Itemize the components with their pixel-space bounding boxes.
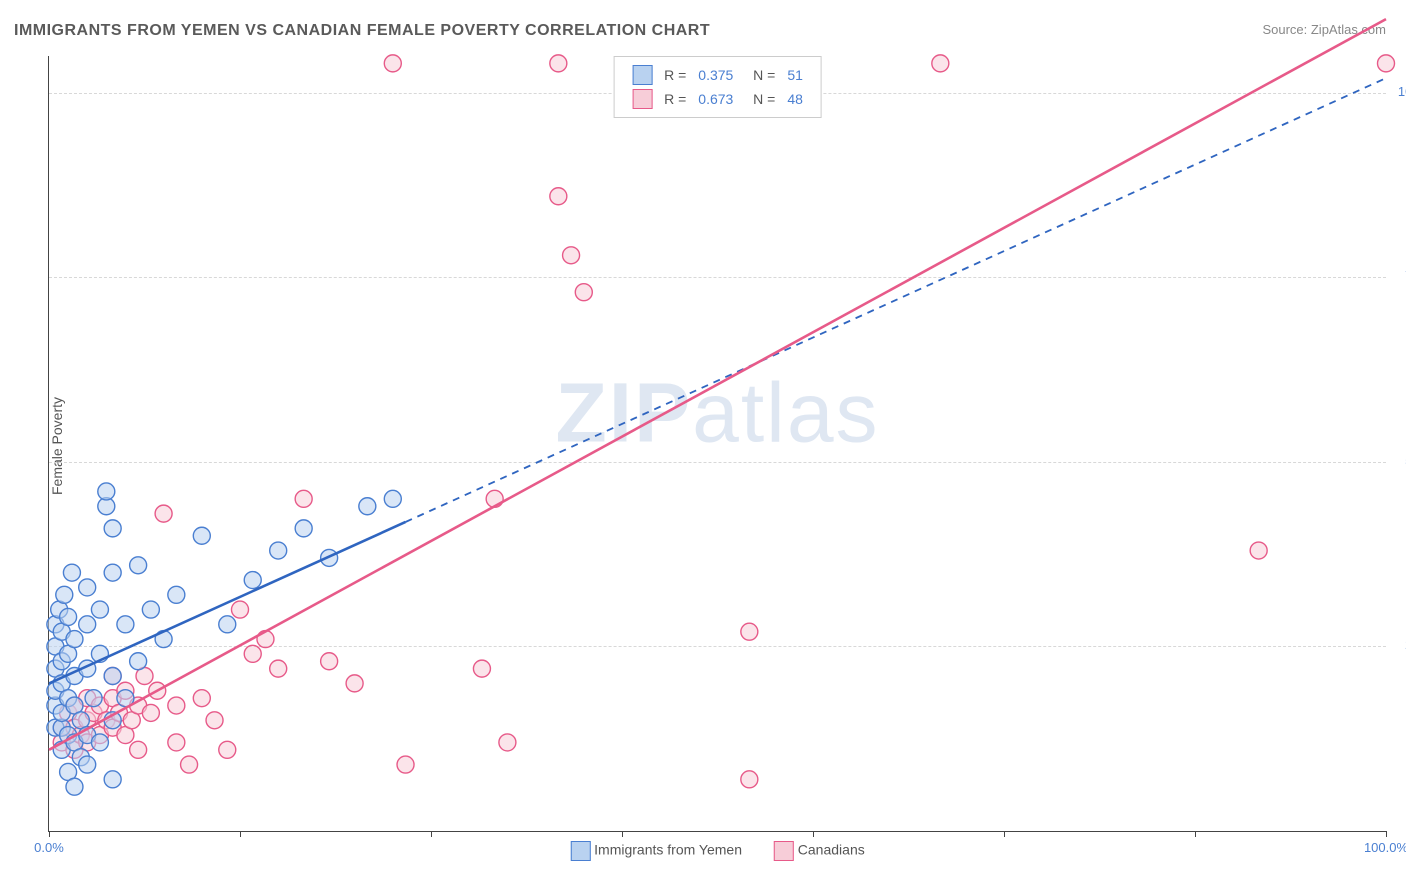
- data-point-yemen: [56, 586, 73, 603]
- data-point-canadians: [346, 675, 363, 692]
- data-point-canadians: [741, 623, 758, 640]
- x-tick: [431, 831, 432, 837]
- x-tick-label: 100.0%: [1364, 840, 1406, 855]
- swatch-canadians: [632, 89, 652, 109]
- n-prefix: N =: [753, 67, 775, 83]
- y-tick-label: 50.0%: [1390, 453, 1406, 468]
- chart-svg: [49, 56, 1386, 831]
- chart-title: IMMIGRANTS FROM YEMEN VS CANADIAN FEMALE…: [14, 22, 710, 40]
- data-point-canadians: [155, 505, 172, 522]
- data-point-canadians: [563, 247, 580, 264]
- n-value-canadians: 48: [781, 87, 809, 111]
- data-point-canadians: [1378, 55, 1395, 72]
- r-value-yemen: 0.375: [692, 63, 739, 87]
- swatch-yemen: [632, 65, 652, 85]
- data-point-canadians: [575, 284, 592, 301]
- x-tick: [1195, 831, 1196, 837]
- data-point-yemen: [79, 616, 96, 633]
- x-tick: [240, 831, 241, 837]
- data-point-canadians: [232, 601, 249, 618]
- trend-line-dashed-yemen: [406, 78, 1386, 522]
- data-point-yemen: [98, 483, 115, 500]
- data-point-canadians: [142, 704, 159, 721]
- data-point-canadians: [550, 188, 567, 205]
- data-point-yemen: [66, 778, 83, 795]
- data-point-yemen: [270, 542, 287, 559]
- data-point-yemen: [295, 520, 312, 537]
- r-prefix: R =: [664, 67, 686, 83]
- data-point-yemen: [104, 771, 121, 788]
- data-point-yemen: [359, 498, 376, 515]
- x-tick: [49, 831, 50, 837]
- data-point-yemen: [79, 756, 96, 773]
- data-point-yemen: [60, 608, 77, 625]
- data-point-yemen: [168, 586, 185, 603]
- data-point-yemen: [104, 564, 121, 581]
- n-prefix: N =: [753, 91, 775, 107]
- data-point-canadians: [321, 653, 338, 670]
- data-point-yemen: [130, 653, 147, 670]
- trend-line-canadians: [49, 19, 1386, 750]
- data-point-canadians: [295, 490, 312, 507]
- data-point-canadians: [932, 55, 949, 72]
- data-point-yemen: [104, 668, 121, 685]
- data-point-yemen: [66, 631, 83, 648]
- source-prefix: Source:: [1262, 22, 1310, 37]
- x-tick: [1386, 831, 1387, 837]
- data-point-yemen: [193, 527, 210, 544]
- data-point-yemen: [219, 616, 236, 633]
- plot-area: ZIPatlas R = 0.375 N = 51 R = 0.673 N = …: [48, 56, 1386, 832]
- data-point-yemen: [63, 564, 80, 581]
- x-tick: [813, 831, 814, 837]
- data-point-canadians: [257, 631, 274, 648]
- data-point-canadians: [206, 712, 223, 729]
- x-tick-label: 0.0%: [34, 840, 64, 855]
- data-point-yemen: [130, 557, 147, 574]
- data-point-canadians: [473, 660, 490, 677]
- y-tick-label: 25.0%: [1390, 637, 1406, 652]
- data-point-yemen: [384, 490, 401, 507]
- legend-stats-row-yemen: R = 0.375 N = 51: [626, 63, 809, 87]
- data-point-yemen: [91, 601, 108, 618]
- legend-stats: R = 0.375 N = 51 R = 0.673 N = 48: [613, 56, 822, 118]
- legend-label-yemen: Immigrants from Yemen: [594, 842, 742, 858]
- legend-item-canadians: Canadians: [774, 841, 865, 861]
- data-point-yemen: [104, 520, 121, 537]
- data-point-canadians: [168, 697, 185, 714]
- data-point-yemen: [85, 690, 102, 707]
- data-point-canadians: [384, 55, 401, 72]
- data-point-canadians: [499, 734, 516, 751]
- data-point-canadians: [397, 756, 414, 773]
- y-tick-label: 100.0%: [1390, 84, 1406, 99]
- legend-series: Immigrants from Yemen Canadians: [556, 841, 878, 861]
- data-point-canadians: [1250, 542, 1267, 559]
- data-point-yemen: [91, 734, 108, 751]
- data-point-yemen: [244, 572, 261, 589]
- data-point-canadians: [193, 690, 210, 707]
- data-point-canadians: [550, 55, 567, 72]
- legend-label-canadians: Canadians: [798, 842, 865, 858]
- data-point-canadians: [244, 645, 261, 662]
- r-prefix: R =: [664, 91, 686, 107]
- data-point-canadians: [181, 756, 198, 773]
- data-point-canadians: [270, 660, 287, 677]
- swatch-canadians-bottom: [774, 841, 794, 861]
- data-point-canadians: [130, 741, 147, 758]
- legend-stats-row-canadians: R = 0.673 N = 48: [626, 87, 809, 111]
- data-point-yemen: [142, 601, 159, 618]
- n-value-yemen: 51: [781, 63, 809, 87]
- legend-item-yemen: Immigrants from Yemen: [570, 841, 742, 861]
- r-value-canadians: 0.673: [692, 87, 739, 111]
- swatch-yemen-bottom: [570, 841, 590, 861]
- data-point-canadians: [168, 734, 185, 751]
- data-point-canadians: [741, 771, 758, 788]
- y-tick-label: 75.0%: [1390, 268, 1406, 283]
- x-tick: [622, 831, 623, 837]
- data-point-yemen: [79, 579, 96, 596]
- data-point-canadians: [219, 741, 236, 758]
- x-tick: [1004, 831, 1005, 837]
- data-point-yemen: [117, 616, 134, 633]
